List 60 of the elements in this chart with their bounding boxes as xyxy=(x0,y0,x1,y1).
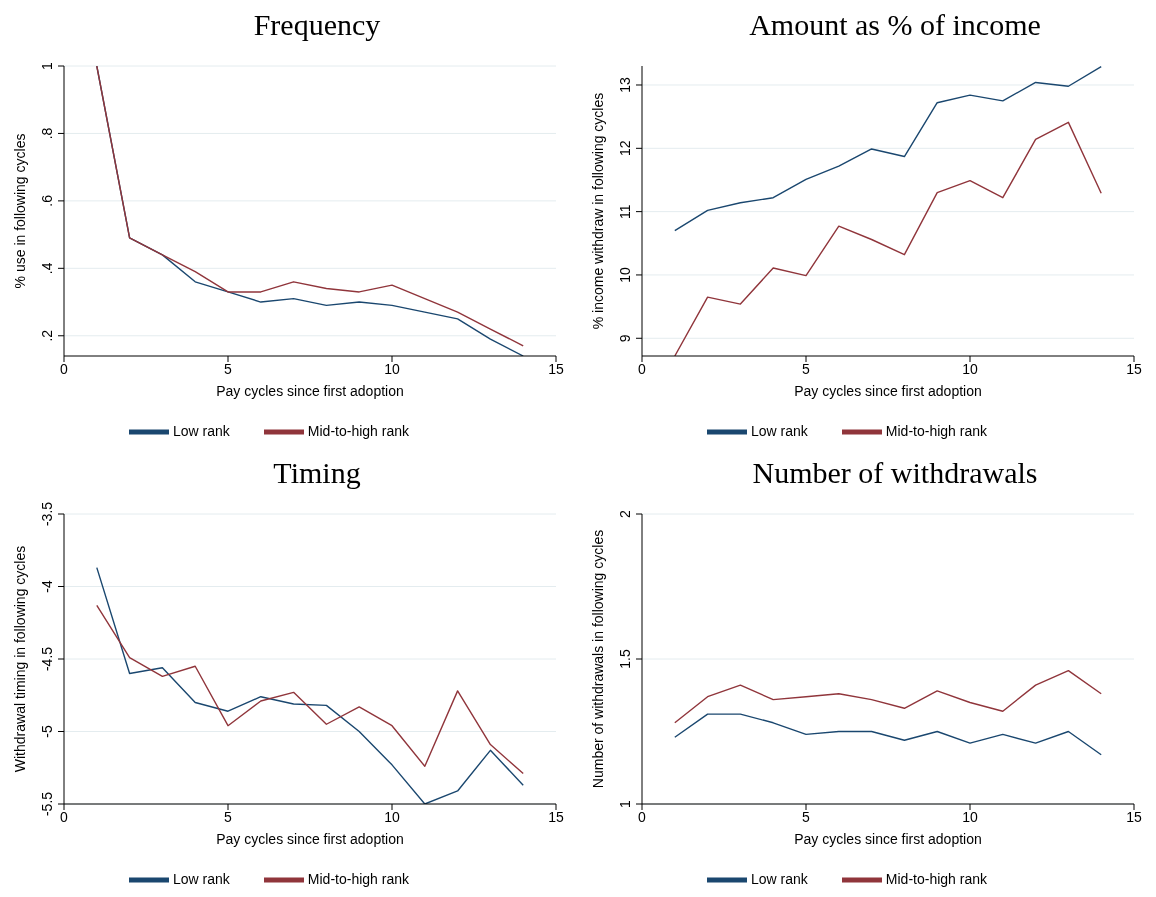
legend-label: Low rank xyxy=(173,422,230,439)
x-tick-label: 0 xyxy=(638,360,647,377)
x-axis-title: Pay cycles since first adoption xyxy=(216,831,404,847)
y-tick-label: 9 xyxy=(617,334,633,343)
y-tick-label: -4 xyxy=(39,580,55,593)
y-tick-label: 10 xyxy=(617,266,633,283)
y-axis-title: Withdrawal timing in following cycles xyxy=(11,545,28,773)
line-series xyxy=(674,713,1102,756)
legend-label: Low rank xyxy=(751,870,808,887)
y-axis-title: % income withdraw in following cycles xyxy=(589,92,606,330)
x-axis-title: Pay cycles since first adoption xyxy=(794,831,982,847)
y-tick-label: .8 xyxy=(39,127,55,140)
x-tick-label: 10 xyxy=(384,360,400,377)
y-tick-label: -3.5 xyxy=(39,501,55,527)
x-tick-label: 15 xyxy=(1126,808,1142,825)
x-tick-label: 0 xyxy=(60,808,69,825)
y-tick-label: 1 xyxy=(617,799,633,808)
x-tick-label: 10 xyxy=(962,360,978,377)
y-tick-label: 1 xyxy=(39,61,55,70)
x-tick-label: 15 xyxy=(1126,360,1142,377)
y-tick-label: 13 xyxy=(617,77,633,93)
y-tick-label: 2 xyxy=(617,509,633,518)
x-tick-label: 5 xyxy=(224,360,233,377)
y-tick-label: 1.5 xyxy=(617,649,633,669)
y-tick-label: 12 xyxy=(617,140,633,157)
y-tick-label: .2 xyxy=(39,329,55,342)
line-series xyxy=(674,121,1102,356)
x-axis-title: Pay cycles since first adoption xyxy=(216,383,404,399)
x-tick-label: 5 xyxy=(224,808,233,825)
line-series xyxy=(674,66,1102,232)
legend-label: Mid-to-high rank xyxy=(307,870,409,887)
chart-title: Number of withdrawals xyxy=(751,456,1039,491)
legend-label: Low rank xyxy=(751,422,808,439)
y-tick-label: -4.5 xyxy=(39,646,55,672)
x-tick-label: 0 xyxy=(60,360,69,377)
x-tick-label: 10 xyxy=(384,808,400,825)
line-series xyxy=(96,566,524,804)
chart-title: Frequency xyxy=(252,8,382,43)
y-axis-title: % use in following cycles xyxy=(11,133,28,289)
legend-label: Mid-to-high rank xyxy=(885,870,987,887)
chart-title: Timing xyxy=(272,456,362,491)
y-tick-label: -5.5 xyxy=(39,791,55,817)
y-tick-label: .4 xyxy=(39,262,55,275)
x-tick-label: 10 xyxy=(962,808,978,825)
x-tick-label: 5 xyxy=(802,808,811,825)
chart-title: Amount as % of income xyxy=(748,8,1042,43)
legend-label: Low rank xyxy=(173,870,230,887)
y-tick-label: .6 xyxy=(39,194,55,207)
x-axis-title: Pay cycles since first adoption xyxy=(794,383,982,399)
x-tick-label: 5 xyxy=(802,360,811,377)
y-axis-title: Number of withdrawals in following cycles xyxy=(589,529,606,789)
y-tick-label: 11 xyxy=(617,204,633,219)
x-tick-label: 0 xyxy=(638,808,647,825)
x-tick-label: 15 xyxy=(548,808,564,825)
line-series xyxy=(674,669,1102,724)
line-series xyxy=(96,604,524,775)
y-tick-label: -5 xyxy=(39,725,55,738)
legend-label: Mid-to-high rank xyxy=(885,422,987,439)
legend-label: Mid-to-high rank xyxy=(307,422,409,439)
x-tick-label: 15 xyxy=(548,360,564,377)
